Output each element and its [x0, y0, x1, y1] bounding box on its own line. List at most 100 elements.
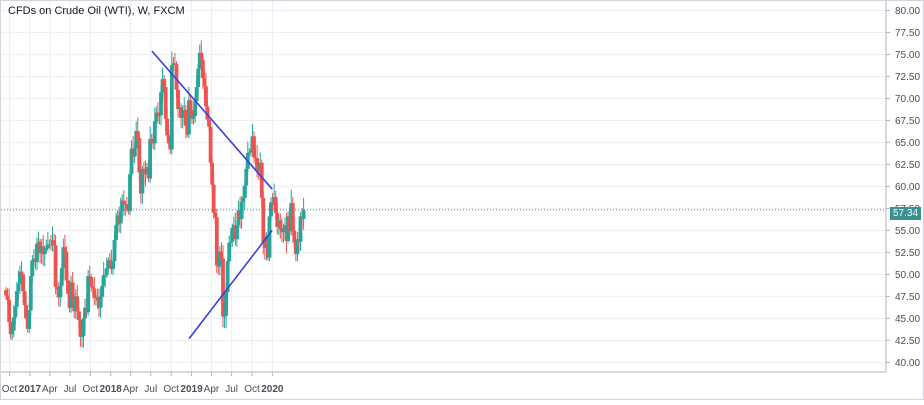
candle-body	[218, 251, 222, 267]
candle-body	[103, 275, 108, 277]
candle-body	[87, 276, 92, 278]
candle-body	[61, 247, 66, 269]
trend-line	[151, 50, 273, 190]
candle-body	[125, 204, 129, 210]
candle-body	[55, 286, 60, 290]
x-tick-label: 2019	[180, 384, 203, 395]
candle-body	[35, 243, 39, 263]
y-tick-label: 72.50	[895, 72, 920, 83]
y-tick-label: 52.50	[895, 248, 920, 259]
candle-body	[196, 68, 201, 88]
candle-body	[163, 87, 168, 119]
candle-body	[295, 239, 300, 255]
candle-body	[8, 321, 13, 335]
y-tick-label: 75.00	[895, 50, 920, 61]
candle-body	[275, 212, 280, 227]
x-tick-label: 2018	[100, 384, 123, 395]
candle-body	[224, 291, 228, 316]
candle-body	[52, 240, 56, 246]
y-tick-label: 62.50	[895, 160, 920, 171]
candle-body	[83, 307, 87, 319]
candle-body	[166, 135, 171, 144]
candle-body	[107, 260, 112, 262]
x-tick-label: Jul	[144, 384, 157, 395]
y-tick-label: 47.50	[895, 292, 920, 303]
candle-body	[30, 260, 35, 277]
candle-body	[162, 79, 166, 88]
candle-body	[228, 241, 233, 243]
candle-body	[207, 119, 211, 127]
candle-body	[210, 162, 215, 185]
x-tick-label: Oct	[244, 384, 260, 395]
candle-body	[259, 162, 264, 198]
x-tick-label: 2020	[261, 384, 284, 395]
y-tick-label: 42.50	[895, 336, 920, 347]
candle-body	[64, 251, 69, 281]
candle-body	[118, 211, 123, 224]
candle-body	[149, 138, 154, 143]
candle-body	[227, 242, 232, 262]
x-tick-label: Apr	[123, 384, 139, 395]
candle-body	[214, 217, 219, 266]
candle-body	[301, 210, 306, 219]
candle-body	[173, 63, 177, 65]
x-tick-label: Apr	[204, 384, 220, 395]
candle-body	[204, 86, 208, 107]
candle-body	[19, 271, 24, 275]
candle-body	[5, 295, 10, 300]
candle-body	[10, 330, 15, 335]
candle-body	[128, 174, 132, 212]
candle-body	[253, 157, 258, 159]
y-tick-label: 60.00	[895, 182, 920, 193]
candle-body	[219, 251, 224, 259]
candle-body	[239, 202, 244, 219]
candle-body	[21, 274, 25, 292]
candles	[4, 40, 306, 348]
candle-body	[100, 285, 104, 297]
candle-body	[154, 112, 159, 122]
candle-body	[252, 136, 256, 158]
candle-body	[76, 311, 81, 321]
candle-body	[63, 247, 67, 252]
grid	[1, 0, 886, 372]
candle-body	[89, 277, 94, 287]
candle-body	[86, 276, 91, 313]
candle-body	[148, 138, 153, 179]
candle-body	[221, 258, 225, 317]
candle-body	[205, 106, 210, 120]
candle-body	[7, 299, 11, 322]
candle-body	[98, 296, 103, 308]
candle-body	[66, 280, 70, 294]
candle-body	[95, 297, 100, 301]
candle-body	[157, 115, 162, 117]
candle-body	[106, 260, 111, 269]
x-tick-label: Oct	[163, 384, 179, 395]
x-tick-label: Oct	[2, 384, 18, 395]
candle-body	[142, 168, 146, 173]
candle-body	[179, 107, 184, 118]
y-tick-label: 55.00	[895, 226, 920, 237]
candle-body	[159, 92, 163, 116]
candle-body	[81, 318, 86, 336]
candle-body	[267, 216, 272, 258]
candle-body	[80, 335, 84, 337]
candle-body	[190, 109, 194, 119]
candle-body	[194, 87, 199, 102]
candle-body	[269, 202, 273, 217]
candle-body	[42, 249, 47, 255]
candle-body	[200, 59, 205, 79]
candle-body	[75, 296, 80, 312]
candle-body	[211, 184, 216, 213]
x-tick-label: Jul	[225, 384, 238, 395]
x-tick-label: 2017	[19, 384, 42, 395]
candle-body	[22, 291, 27, 306]
candle-body	[174, 64, 179, 90]
y-tick-label: 40.00	[895, 358, 920, 369]
trend-line	[188, 229, 273, 340]
candle-body	[222, 315, 227, 317]
y-tick-label: 77.50	[895, 28, 920, 39]
candle-body	[120, 200, 125, 212]
candle-body	[114, 225, 118, 241]
